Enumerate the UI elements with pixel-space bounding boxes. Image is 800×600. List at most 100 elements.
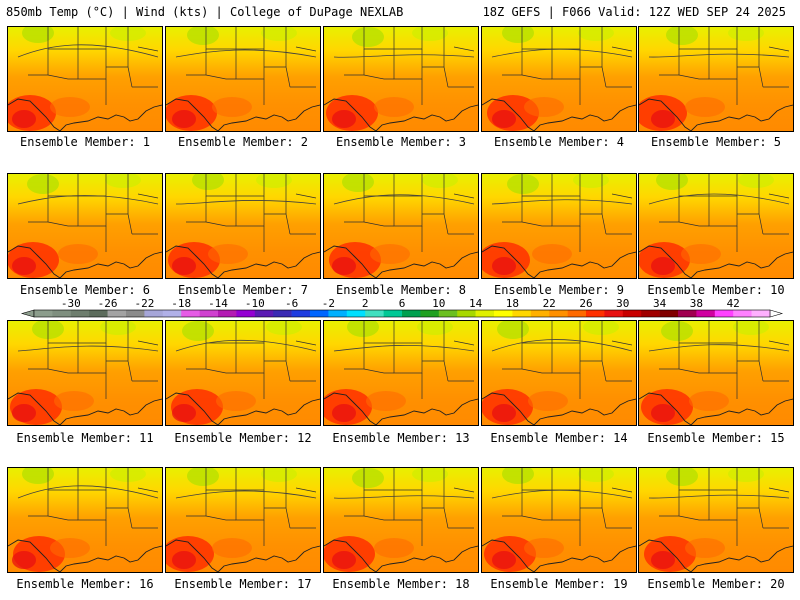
colorbar-swatch [733,310,752,317]
colorbar-swatch [34,310,53,317]
colorbar-tick-label: 42 [727,297,740,310]
colorbar-tick-label: -22 [134,297,154,310]
ensemble-member-label: Ensemble Member: 8 [335,283,467,297]
colorbar-swatch [530,310,550,317]
colorbar-high-arrow [769,309,784,318]
colorbar-tick-label: 26 [579,297,592,310]
colorbar-swatch [714,310,734,317]
colorbar-swatch [641,310,660,317]
colorbar-swatch [328,310,348,317]
colorbar-swatch [475,310,495,317]
temperature-field [8,27,162,131]
temperature-field [324,468,478,572]
ensemble-member-label: Ensemble Member: 11 [16,431,154,445]
temperature-field [166,468,320,572]
colorbar-tick-label: -14 [208,297,228,310]
colorbar-tick-label: 6 [399,297,406,310]
temperature-field [639,468,793,572]
ensemble-member-label: Ensemble Member: 19 [490,577,628,591]
temperature-field [324,321,478,425]
colorbar-swatch [549,310,568,317]
colorbar-tick-label: -2 [322,297,335,310]
temperature-field [324,27,478,131]
ensemble-member-label: Ensemble Member: 12 [174,431,312,445]
temperature-field [482,468,636,572]
ensemble-member-map [7,173,163,279]
temperature-field [482,27,636,131]
ensemble-member-map [481,173,637,279]
colorbar-swatch [144,310,164,317]
temperature-field [166,321,320,425]
colorbar-swatch [218,310,237,317]
colorbar-swatch [107,310,127,317]
ensemble-member-label: Ensemble Member: 18 [332,577,470,591]
colorbar-tick-label: -6 [285,297,298,310]
colorbar-swatch [70,310,90,317]
colorbar-tick-label: 30 [616,297,629,310]
colorbar-tick-label: 22 [543,297,556,310]
ensemble-member-map [7,26,163,132]
temperature-field [482,321,636,425]
ensemble-member-map [165,26,321,132]
colorbar-tick-label: 2 [362,297,369,310]
ensemble-member-label: Ensemble Member: 2 [177,135,309,149]
colorbar-swatch [346,310,366,317]
colorbar-swatch [162,310,182,317]
ensemble-member-map [165,173,321,279]
ensemble-member-map [165,320,321,426]
colorbar-swatch [291,310,311,317]
colorbar-swatch [420,310,440,317]
ensemble-member-label: Ensemble Member: 3 [335,135,467,149]
colorbar-swatch [89,310,108,317]
temperature-field [8,321,162,425]
colorbar-tick-label: -10 [245,297,265,310]
ensemble-member-map [638,26,794,132]
colorbar-swatch [402,310,421,317]
ensemble-member-label: Ensemble Member: 9 [493,283,625,297]
colorbar-tick-label: 38 [690,297,703,310]
ensemble-member-map [638,320,794,426]
temperature-field [8,468,162,572]
colorbar-swatch [586,310,605,317]
ensemble-member-label: Ensemble Member: 6 [19,283,151,297]
colorbar-tick-label: -30 [61,297,81,310]
ensemble-member-map [481,26,637,132]
colorbar-tick-label: 14 [469,297,483,310]
ensemble-member-map [323,26,479,132]
temperature-field [8,174,162,278]
colorbar-low-arrow [20,309,35,318]
colorbar-swatch [622,310,642,317]
colorbar-tick-label: 10 [432,297,445,310]
colorbar-swatch [512,310,532,317]
temperature-field [639,27,793,131]
colorbar-swatch [126,310,145,317]
ensemble-member-label: Ensemble Member: 13 [332,431,470,445]
colorbar-swatch [365,310,384,317]
colorbar-swatch [273,310,292,317]
colorbar-swatch [310,310,329,317]
ensemble-member-label: Ensemble Member: 10 [647,283,785,297]
colorbar-tick-label: 18 [506,297,519,310]
colorbar-tick-label: -26 [98,297,118,310]
ensemble-member-label: Ensemble Member: 1 [19,135,151,149]
colorbar-swatch [567,310,587,317]
colorbar-swatch [383,310,403,317]
temperature-field [639,321,793,425]
ensemble-member-label: Ensemble Member: 16 [16,577,154,591]
temperature-field [324,174,478,278]
ensemble-member-label: Ensemble Member: 20 [647,577,785,591]
colorbar-swatch [696,310,716,317]
temperature-field [482,174,636,278]
ensemble-member-label: Ensemble Member: 15 [647,431,785,445]
model-valid-time: 18Z GEFS | F066 Valid: 12Z WED SEP 24 20… [482,5,786,19]
colorbar-swatch [751,310,771,317]
temperature-field [166,174,320,278]
colorbar-swatch [236,310,256,317]
ensemble-member-map [638,173,794,279]
ensemble-member-map [7,467,163,573]
ensemble-member-label: Ensemble Member: 4 [493,135,625,149]
ensemble-member-map [165,467,321,573]
ensemble-member-label: Ensemble Member: 5 [650,135,782,149]
ensemble-member-label: Ensemble Member: 14 [490,431,628,445]
colorbar-swatch [181,310,200,317]
